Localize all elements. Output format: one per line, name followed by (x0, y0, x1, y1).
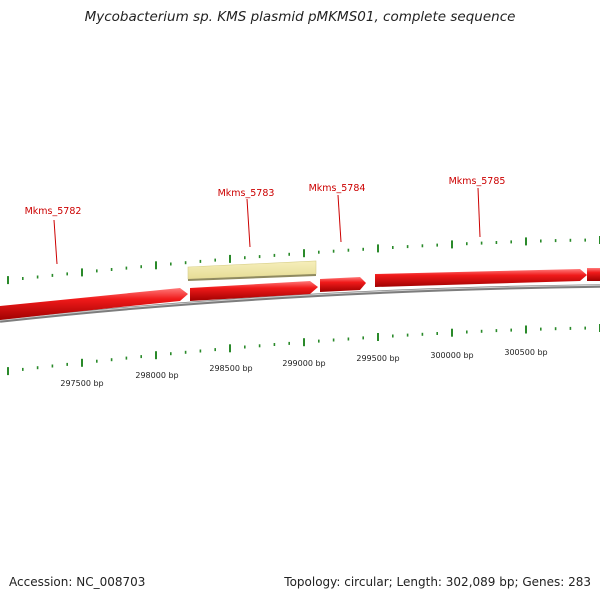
gene-label-mkms-5785: Mkms_5785 (449, 176, 506, 187)
gene-label-mkms-5783: Mkms_5783 (218, 188, 275, 199)
sequence-backbone-highlight (0, 284, 600, 321)
leader-line-mkms-5785 (477, 187, 481, 238)
position-label-298000: 298000 bp (135, 371, 178, 380)
gene-arrow-offscreen (587, 268, 600, 281)
map-title: Mycobacterium sp. KMS plasmid pMKMS01, c… (84, 9, 516, 25)
position-label-298500: 298500 bp (209, 364, 252, 373)
highlighted-region-base (187, 274, 317, 281)
gene-arrow-mkms-5784 (320, 277, 366, 292)
lower-tick-track (7, 324, 600, 376)
gene-arrow-mkms-5783 (190, 281, 318, 301)
position-label-300500: 300500 bp (504, 348, 547, 357)
sequence-backbone (0, 284, 600, 323)
position-label-297500: 297500 bp (60, 379, 103, 388)
position-label-299500: 299500 bp (356, 354, 399, 363)
position-label-299000: 299000 bp (282, 359, 325, 368)
highlighted-region (187, 260, 317, 280)
gene-arrow-mkms-5782 (0, 288, 188, 320)
gene-arrow-mkms-5785 (375, 269, 587, 287)
position-label-300000: 300000 bp (430, 351, 473, 360)
sequence-summary: Topology: circular; Length: 302,089 bp; … (284, 575, 591, 589)
upper-tick-track (7, 236, 600, 285)
gene-label-leaders (53, 187, 481, 265)
leader-line-mkms-5784 (337, 194, 342, 243)
leader-line-mkms-5782 (53, 219, 58, 265)
gene-label-mkms-5782: Mkms_5782 (25, 206, 82, 217)
gene-label-mkms-5784: Mkms_5784 (309, 183, 366, 194)
accession-label: Accession: NC_008703 (9, 575, 146, 589)
leader-line-mkms-5783 (246, 198, 251, 248)
